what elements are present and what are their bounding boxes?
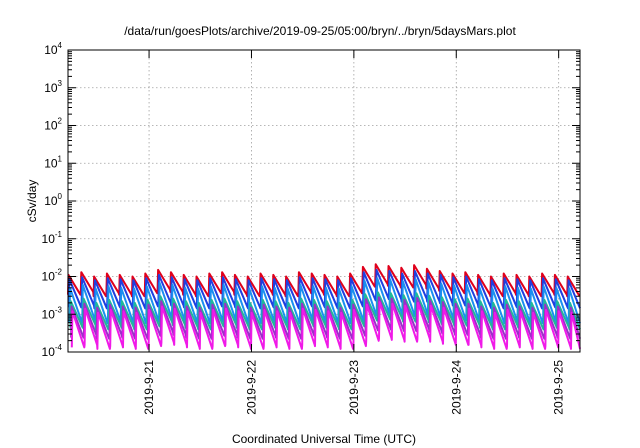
y-axis-label: cSv/day	[25, 180, 39, 223]
y-tick-label: 100	[44, 192, 62, 208]
series-line	[70, 301, 581, 350]
plot-frame	[67, 49, 581, 353]
y-tick-label: 103	[44, 79, 62, 95]
series-line	[67, 263, 581, 298]
series-lines	[67, 263, 581, 350]
x-tick-label: 2019-9-22	[244, 360, 258, 415]
y-tick-label: 10-4	[42, 343, 63, 359]
y-tick-label: 101	[44, 154, 62, 170]
y-tick-label: 10-3	[42, 305, 63, 321]
x-axis-label: Coordinated Universal Time (UTC)	[232, 432, 416, 446]
x-tick-label: 2019-9-21	[142, 360, 156, 415]
chart-title: /data/run/goesPlots/archive/2019-09-25/0…	[124, 24, 516, 38]
y-tick-label: 10-1	[42, 230, 63, 246]
x-tick-label: 2019-9-25	[552, 360, 566, 415]
y-tick-label: 104	[44, 41, 62, 57]
x-tick-label: 2019-9-23	[347, 360, 361, 415]
x-tick-label: 2019-9-24	[449, 360, 463, 415]
y-tick-label: 102	[44, 117, 62, 133]
y-tick-label: 10-2	[42, 268, 63, 284]
axes: 104 103 102 101 100 10-1 10-2 10-3 10-4 2019-9-21…	[42, 41, 580, 415]
